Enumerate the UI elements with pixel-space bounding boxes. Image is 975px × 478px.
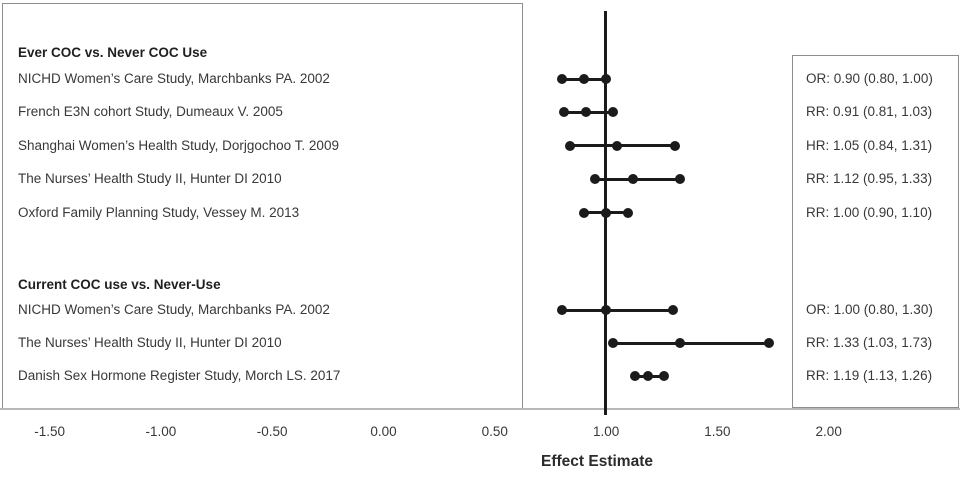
point-estimate-dot <box>601 305 612 315</box>
ci-lower-dot <box>607 338 618 348</box>
study-label: Oxford Family Planning Study, Vessey M. … <box>18 204 300 220</box>
group-header: Ever COC vs. Never COC Use <box>18 45 208 60</box>
estimate-text: RR: 0.91 (0.81, 1.03) <box>806 104 933 120</box>
ci-upper-dot <box>667 305 678 315</box>
study-label: The Nurses’ Health Study II, Hunter DI 2… <box>18 335 282 350</box>
estimate-text: RR: 1.33 (1.03, 1.73) <box>806 335 933 350</box>
ci-line <box>570 144 676 148</box>
x-tick-label: -1.50 <box>34 424 65 439</box>
ci-upper-dot <box>670 140 681 151</box>
ci-lower-dot <box>556 305 567 315</box>
x-tick-label: 1.50 <box>704 424 731 439</box>
estimate-text: RR: 1.12 (0.95, 1.33) <box>806 171 933 187</box>
x-tick-label: 0.00 <box>370 424 397 439</box>
point-estimate-dot <box>643 371 654 381</box>
ci-lower-dot <box>558 107 569 118</box>
x-tick-label: 1.00 <box>592 424 620 439</box>
estimate-text: RR: 1.00 (0.90, 1.10) <box>806 204 933 220</box>
estimate-text: HR: 1.05 (0.84, 1.31) <box>806 137 933 153</box>
x-tick-label: -1.00 <box>145 424 177 439</box>
estimates-panel-box <box>792 55 959 408</box>
ci-upper-dot <box>601 74 612 84</box>
x-axis-title: Effect Estimate <box>541 453 653 470</box>
estimate-text: OR: 0.90 (0.80, 1.00) <box>806 71 933 86</box>
ci-upper-dot <box>623 207 634 218</box>
point-estimate-dot <box>601 207 612 218</box>
ci-lower-dot <box>630 371 641 381</box>
study-label: NICHD Women’s Care Study, Marchbanks PA.… <box>18 302 330 317</box>
ci-line <box>612 341 769 345</box>
point-estimate-dot <box>627 174 638 185</box>
point-estimate-dot <box>581 107 592 118</box>
estimate-text: OR: 1.00 (0.80, 1.30) <box>806 302 933 317</box>
ci-lower-dot <box>565 140 576 151</box>
x-tick-label: 2.00 <box>815 424 842 439</box>
point-estimate-dot <box>612 140 623 151</box>
study-label: NICHD Women’s Care Study, Marchbanks PA.… <box>18 71 330 86</box>
ci-lower-dot <box>589 174 600 185</box>
x-axis-line <box>0 408 960 410</box>
estimate-text: RR: 1.19 (1.13, 1.26) <box>806 368 933 383</box>
x-tick-label: -0.50 <box>256 424 288 439</box>
ci-upper-dot <box>658 371 669 381</box>
ci-upper-dot <box>607 107 618 118</box>
ci-lower-dot <box>556 74 567 84</box>
x-tick-label: 0.50 <box>481 424 508 439</box>
study-label: French E3N cohort Study, Dumeaux V. 2005 <box>18 104 283 120</box>
study-label: Danish Sex Hormone Register Study, Morch… <box>18 368 341 383</box>
group-header: Current COC use vs. Never-Use <box>18 277 221 292</box>
point-estimate-dot <box>578 74 589 84</box>
ci-lower-dot <box>578 207 589 218</box>
study-label: Shanghai Women’s Health Study, Dorjgocho… <box>18 137 339 153</box>
ci-line <box>561 308 673 312</box>
point-estimate-dot <box>674 338 685 348</box>
study-label: The Nurses’ Health Study II, Hunter DI 2… <box>18 171 282 187</box>
ci-upper-dot <box>763 338 774 348</box>
ci-upper-dot <box>674 174 685 185</box>
